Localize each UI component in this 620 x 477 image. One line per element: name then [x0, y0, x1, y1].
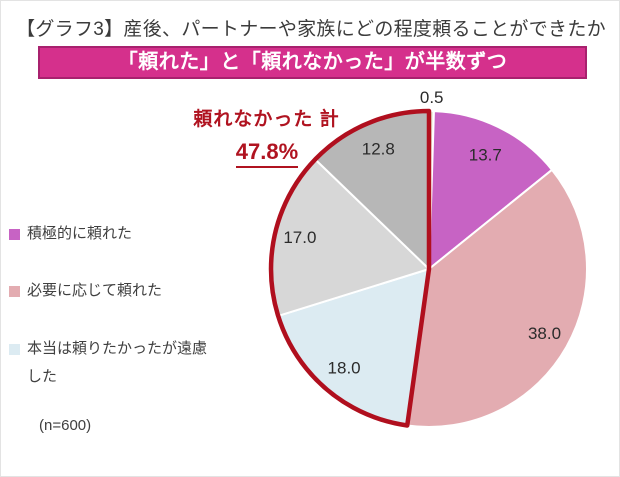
- slice-value-label-5: 12.8: [362, 139, 395, 158]
- slice-value-label-4: 17.0: [283, 228, 316, 247]
- not-rely-total-value: 47.8%: [187, 139, 347, 168]
- slice-value-label-1: 13.7: [469, 145, 502, 164]
- sample-size-note: (n=600): [39, 417, 92, 434]
- legend-swatch-pink: [9, 286, 20, 297]
- legend-swatch-lightblue: [9, 344, 20, 355]
- headline-banner: 「頼れた」と「頼れなかった」が半数ずつ: [38, 46, 587, 79]
- pie-slice-1: [428, 110, 553, 270]
- not-rely-group-outline: [268, 108, 432, 428]
- legend-item-wanted-but-refrained: 本当は頼りたかったが遠慮した: [9, 340, 221, 391]
- legend-item-label: 本当は頼りたかったが遠慮した: [27, 340, 208, 385]
- pie-slice-2: [406, 168, 588, 428]
- slice-value-label-0: 0.5: [420, 88, 444, 107]
- page-title: 【グラフ3】産後、パートナーや家族にどの程度頼ることができたか: [16, 19, 606, 40]
- legend-swatch-magenta: [9, 229, 20, 240]
- slice-value-label-2: 38.0: [528, 324, 561, 343]
- legend-item-label: 積極的に頼れた: [27, 225, 133, 242]
- legend-item-actively-relied: 積極的に頼れた: [9, 225, 132, 248]
- not-rely-total-label: 頼れなかった 計: [193, 109, 340, 130]
- legend-item-relied-as-needed: 必要に応じて頼れた: [9, 282, 162, 305]
- legend-item-label: 必要に応じて頼れた: [27, 282, 163, 299]
- slice-value-label-3: 18.0: [328, 358, 361, 377]
